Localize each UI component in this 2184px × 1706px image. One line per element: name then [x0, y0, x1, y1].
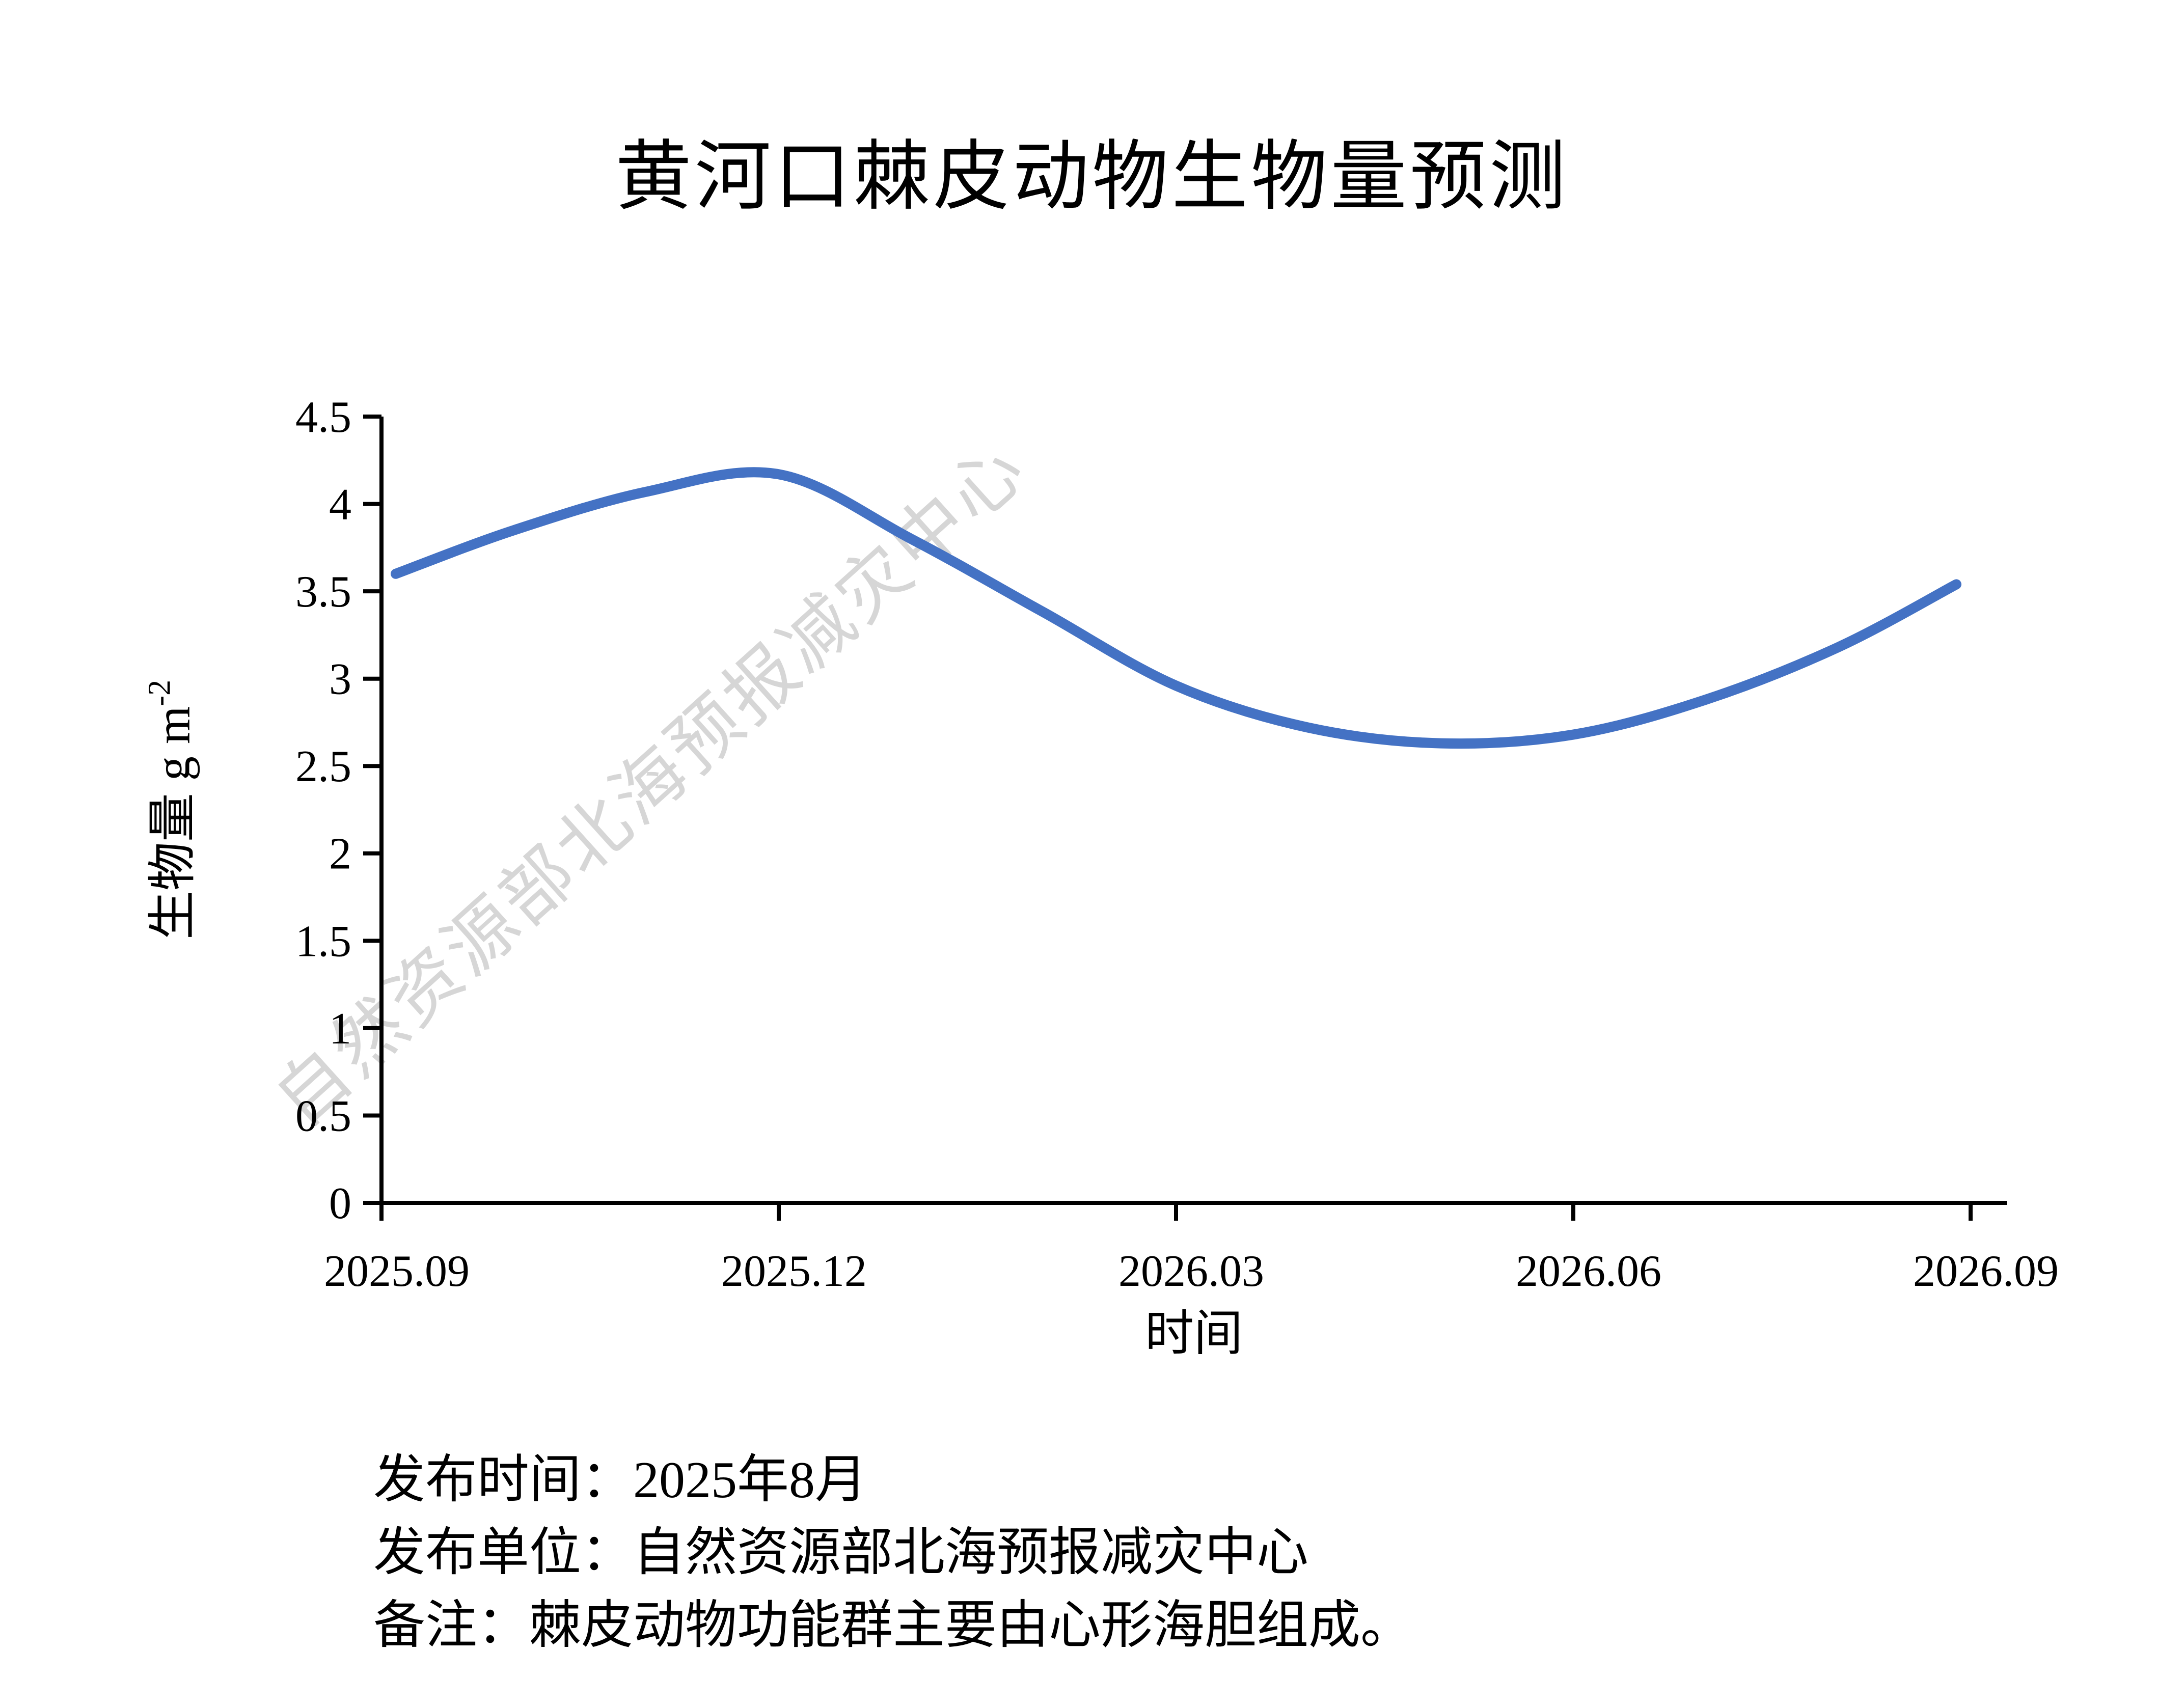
y-tick-label: 3 — [329, 655, 351, 704]
y-axis-label: 生物量 g m-2 — [133, 680, 204, 940]
biomass-forecast-line — [391, 467, 1961, 749]
series-group — [391, 467, 1961, 749]
footer-publish-time: 发布时间：2025年8月 — [373, 1451, 867, 1509]
y-axis-label-main: 生物量 g m — [145, 706, 200, 940]
y-tick-label: 3.5 — [295, 567, 351, 617]
x-tick-label: 2025.12 — [721, 1247, 867, 1296]
y-axis-label-superscript: -2 — [142, 679, 177, 706]
y-tick-label: 4 — [329, 480, 351, 530]
y-tick-label: 0 — [329, 1179, 351, 1228]
y-tick-labels-group: 0 0.5 1 1.5 2 2.5 3 3.5 4 4.5 — [295, 393, 351, 1228]
y-tick-label: 1.5 — [295, 917, 351, 966]
footer-remark: 备注：棘皮动物功能群主要由心形海胆组成。 — [373, 1597, 1412, 1655]
y-tick-label: 2.5 — [295, 742, 351, 791]
axes-group — [363, 417, 2007, 1221]
y-tick-label: 2 — [329, 830, 351, 879]
x-tick-labels-group: 2025.09 2025.12 2026.03 2026.06 2026.09 — [324, 1247, 2059, 1296]
x-axis-label: 时间 — [1145, 1306, 1243, 1361]
x-tick-label: 2026.09 — [1913, 1247, 2059, 1296]
chart-title: 黄河口棘皮动物生物量预测 — [615, 135, 1569, 219]
x-tick-label: 2026.03 — [1118, 1247, 1264, 1296]
footer-publish-unit: 发布单位：自然资源部北海预报减灾中心 — [373, 1524, 1308, 1582]
y-tick-label: 4.5 — [295, 393, 351, 442]
y-ticks-group — [363, 415, 381, 1118]
footer-notes: 发布时间：2025年8月 发布单位：自然资源部北海预报减灾中心 备注：棘皮动物功… — [373, 1444, 1412, 1662]
y-tick-label: 1 — [329, 1004, 351, 1054]
y-tick-label: 0.5 — [295, 1091, 351, 1141]
x-ticks-group — [777, 1203, 1973, 1221]
x-tick-label: 2025.09 — [324, 1247, 470, 1296]
x-tick-label: 2026.06 — [1516, 1247, 1661, 1296]
